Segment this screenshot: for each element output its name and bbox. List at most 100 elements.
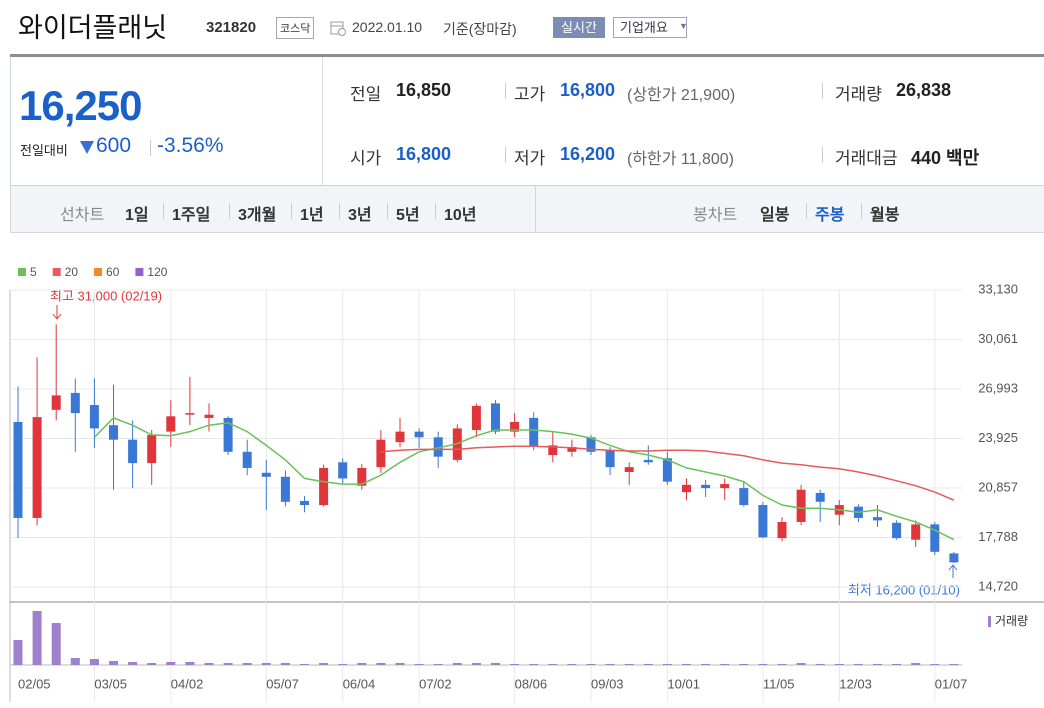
tab-item[interactable]: 1년 [300,207,324,224]
x-tick-label: 11/05 [763,676,795,691]
candle-body [720,484,730,489]
ma-line [380,445,955,501]
volume-bar [739,664,749,665]
quote-label: 전일 [350,85,382,104]
candle-body [414,431,424,438]
candle-body [433,437,443,457]
stock-name: 와이더플래닛 [18,13,168,43]
quote-value: 16,800 [396,144,452,164]
change: 600 [96,134,132,157]
candle-body [32,417,42,518]
y-tick-label: 14,720 [978,578,1018,593]
tab-item[interactable]: 1주일 [172,207,211,224]
candle-body [796,489,806,522]
tab-item[interactable]: 1일 [125,207,149,224]
tab-item[interactable]: 10년 [444,207,477,224]
volume-bar [796,663,806,665]
tab-divider [535,186,536,233]
volume-bar [89,659,99,665]
candle-body [357,467,367,486]
quote-label: 고가 [514,85,546,104]
quote-value: 16,800 [560,80,616,100]
tab-sep [291,203,292,219]
legend-label: 20 [65,265,79,279]
candle-body [873,517,882,521]
calendar-icon [330,21,346,36]
x-tick-label: 01/07 [935,676,968,691]
candle-body [109,425,118,440]
volume-bar [758,664,768,665]
volume-bar [777,664,787,665]
quote-value: 16,200 [560,144,616,164]
volume-bar [51,623,61,665]
volume-bar [13,640,23,665]
x-tick-label: 04/02 [171,676,204,691]
realtime-button[interactable]: 실시간 [553,17,605,38]
volume-bar [414,664,424,665]
candle-body [624,467,634,472]
quote-value: 26,838 [896,80,952,100]
candle-body [280,476,290,502]
x-tick-label: 07/02 [419,676,452,691]
volume-bar [815,664,825,665]
volume-bar [510,664,520,665]
quote-note: (하한가 11,800) [627,151,735,168]
volume-bar [586,664,596,665]
candle-body [471,405,481,431]
volume-bar [643,664,653,665]
tab-item[interactable]: 5년 [396,207,420,224]
volume-legend: 거래량 [995,614,1028,628]
y-tick-label: 17,788 [978,529,1018,544]
dropdown-caret: ▼ [679,21,688,31]
candle-body [204,414,214,418]
quote-sep [505,147,506,163]
x-tick-label: 09/03 [591,676,624,691]
candle-body [567,446,577,452]
candle-body [739,488,749,506]
legend-swatch [135,268,144,276]
change-sep [150,140,151,156]
volume-bar [109,661,118,665]
tab-item[interactable]: 일봉 [760,207,790,224]
quote-note: (상한가 21,900) [627,87,736,104]
tab-item[interactable]: 3개월 [238,207,277,224]
tab-item[interactable]: 3년 [348,207,372,224]
low-annotation: 최저 16,200 (01/10) [848,582,960,597]
tab-item[interactable]: 주봉 [815,207,845,224]
quote-divider [322,57,323,185]
volume-bar [949,664,959,665]
company-button[interactable]: 기업개요 [613,17,687,38]
volume-bar [128,662,138,665]
high-annotation: 최고 31,000 (02/19) [50,288,162,303]
x-tick-label: 02/05 [18,676,51,691]
volume-bar [624,664,634,665]
quote-value: 16,850 [396,80,452,100]
volume-bar [701,664,711,665]
candle-body [682,484,691,493]
volume-bar [548,664,558,665]
quote-label: 저가 [514,149,546,168]
candle-body [70,392,80,414]
candle-body [911,524,921,540]
candle-body [51,395,61,410]
change-pct: -3.56% [157,134,224,157]
candle-body [758,505,768,538]
tab-item[interactable]: 월봉 [870,207,900,224]
candle-body [815,492,825,502]
candle-body [529,417,539,447]
tab-sep [861,203,862,219]
x-tick-label: 03/05 [94,676,127,691]
volume-bar [338,664,348,665]
candle-body [89,405,99,429]
candle-body [128,439,138,464]
candle-body [319,467,329,506]
low-arrow-head [948,564,958,571]
volume-bar [491,663,500,665]
tab-sep [435,203,436,219]
volume-bar [720,664,730,665]
volume-bar [185,662,195,665]
candle-body [13,421,23,518]
quote-label: 거래량 [835,85,882,104]
